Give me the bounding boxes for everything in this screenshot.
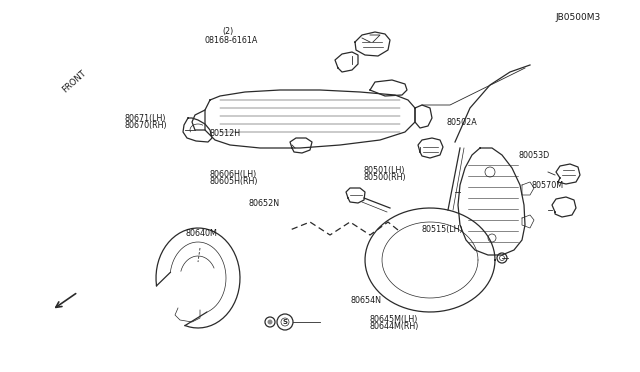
Text: FRONT: FRONT	[61, 68, 88, 94]
Text: 08168-6161A: 08168-6161A	[205, 36, 258, 45]
Text: 80053D: 80053D	[518, 151, 550, 160]
Text: (2): (2)	[223, 28, 234, 36]
Text: 80605H(RH): 80605H(RH)	[210, 177, 259, 186]
Text: 80671(LH): 80671(LH)	[125, 114, 166, 123]
Text: 80654N: 80654N	[351, 296, 381, 305]
Text: 80640M: 80640M	[186, 229, 218, 238]
Text: 80644M(RH): 80644M(RH)	[370, 322, 419, 331]
Text: 80500(RH): 80500(RH)	[364, 173, 406, 182]
Text: 80606H(LH): 80606H(LH)	[210, 170, 257, 179]
Text: 80645M(LH): 80645M(LH)	[370, 315, 419, 324]
Text: 80512H: 80512H	[210, 129, 241, 138]
Text: 80501(LH): 80501(LH)	[364, 166, 405, 175]
Circle shape	[268, 320, 273, 324]
Text: JB0500M3: JB0500M3	[556, 13, 601, 22]
Text: 80502A: 80502A	[447, 118, 477, 126]
Text: 80652N: 80652N	[248, 199, 280, 208]
Text: 80515(LH): 80515(LH)	[421, 225, 463, 234]
Text: 80670(RH): 80670(RH)	[125, 121, 168, 130]
Text: 80570M: 80570M	[531, 181, 563, 190]
Text: S: S	[282, 319, 287, 325]
